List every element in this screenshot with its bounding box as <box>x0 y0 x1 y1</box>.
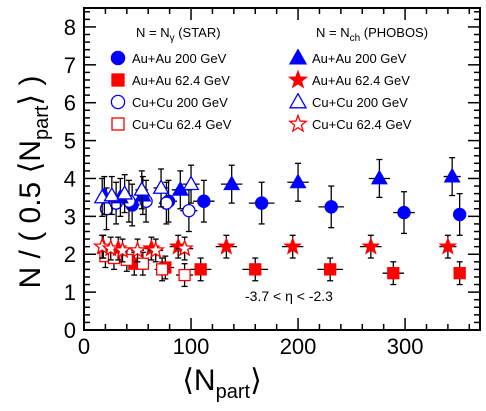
data-point <box>101 238 121 257</box>
series-6 <box>93 164 200 218</box>
legend-group-title: N = Nγ (STAR) <box>136 25 221 44</box>
legend-marker <box>111 117 125 131</box>
data-point <box>182 175 200 191</box>
x-axis-title-sub: part <box>216 381 251 403</box>
legend-group-title-main: N = N <box>136 25 170 40</box>
data-point <box>113 240 132 259</box>
x-tick-label: 0 <box>78 334 90 359</box>
x-axis-title-close: ⟩ <box>250 364 262 397</box>
data-point <box>155 263 169 276</box>
data-point <box>103 186 121 202</box>
data-point <box>133 180 151 196</box>
y-tick-label: 1 <box>64 280 76 305</box>
plot-frame <box>83 7 481 331</box>
legend: N = Nγ (STAR) N = Nch (PHOBOS)Au+Au 200 G… <box>110 25 428 133</box>
data-point <box>146 240 166 259</box>
data-point <box>175 238 194 257</box>
legend-marker <box>288 92 308 109</box>
legend-label: Cu+Cu 62.4 GeV <box>312 117 412 132</box>
legend-marker <box>288 69 308 89</box>
data-point <box>217 236 236 255</box>
eta-annotation: -3.7 < η < -2.3 <box>245 288 333 304</box>
data-point <box>136 257 150 270</box>
data-point <box>289 173 307 189</box>
series-7 <box>92 234 194 263</box>
x-tick-label: 100 <box>173 334 210 359</box>
y-axis-title: N / ( 0.5 ⟨Npart⟩ ) <box>14 76 53 289</box>
data-point <box>324 263 337 276</box>
y-tick-label: 4 <box>64 166 76 191</box>
y-tick-label: 0 <box>64 318 76 343</box>
legend-group-title: N = Nch (PHOBOS) <box>316 25 428 44</box>
y-axis-title-sub: part <box>31 105 53 140</box>
legend-marker <box>110 50 126 66</box>
legend-label: Au+Au 62.4 GeV <box>312 73 410 88</box>
legend-label: Cu+Cu 62.4 GeV <box>132 117 232 132</box>
series-0 <box>124 179 467 236</box>
y-tick-label: 8 <box>64 15 76 40</box>
data-point <box>254 196 269 210</box>
x-tick-label: 200 <box>280 334 317 359</box>
x-axis-title: ⟨Npart⟩ <box>182 364 262 403</box>
legend-group-title-sub: γ <box>170 33 175 44</box>
data-point <box>324 200 338 214</box>
legend-group-title-suffix: (PHOBOS) <box>360 25 428 40</box>
legend-marker <box>288 113 308 133</box>
data-point <box>116 184 134 200</box>
axes-layer: 0 100 200 300 0 1 2 3 4 5 6 7 8 <box>64 7 481 359</box>
data-point <box>197 194 211 208</box>
data-point <box>387 267 400 280</box>
y-tick-label: 7 <box>64 53 76 78</box>
data-point <box>361 236 381 255</box>
legend-group-title-main: N = N <box>316 25 350 40</box>
data-point <box>159 196 174 210</box>
data-point <box>397 205 411 220</box>
y-axis-title-close: ⟩ ) <box>14 76 47 106</box>
y-tick-label: 5 <box>64 129 76 154</box>
data-point <box>128 240 147 259</box>
y-tick-label: 6 <box>64 91 76 116</box>
data-point <box>182 203 196 218</box>
data-point <box>453 267 466 280</box>
data-point <box>194 263 207 276</box>
data-point <box>452 207 467 222</box>
legend-label: Au+Au 200 GeV <box>132 51 227 66</box>
legend-marker <box>288 48 308 65</box>
data-point <box>370 169 388 185</box>
legend-label: Cu+Cu 200 GeV <box>312 95 408 110</box>
legend-label: Cu+Cu 200 GeV <box>132 95 228 110</box>
data-point <box>443 167 461 183</box>
data-layer <box>92 156 467 288</box>
data-point <box>152 179 170 194</box>
y-tick-label: 2 <box>64 242 76 267</box>
x-tick-label: 300 <box>387 334 424 359</box>
data-point <box>178 268 191 282</box>
x-axis-title-main: ⟨N <box>182 364 215 397</box>
legend-label: Au+Au 200 GeV <box>312 51 407 66</box>
legend-marker <box>111 73 125 87</box>
data-point <box>283 236 303 255</box>
data-point <box>249 263 262 276</box>
legend-group-title-suffix: (STAR) <box>175 25 221 40</box>
data-point <box>438 236 458 255</box>
y-axis-title-main: N / ( 0.5 ⟨N <box>14 140 47 288</box>
legend-group-title-sub: ch <box>350 33 361 44</box>
legend-label: Au+Au 62.4 GeV <box>132 73 230 88</box>
legend-marker <box>110 94 126 110</box>
y-tick-label: 3 <box>64 204 76 229</box>
data-point <box>223 175 241 191</box>
